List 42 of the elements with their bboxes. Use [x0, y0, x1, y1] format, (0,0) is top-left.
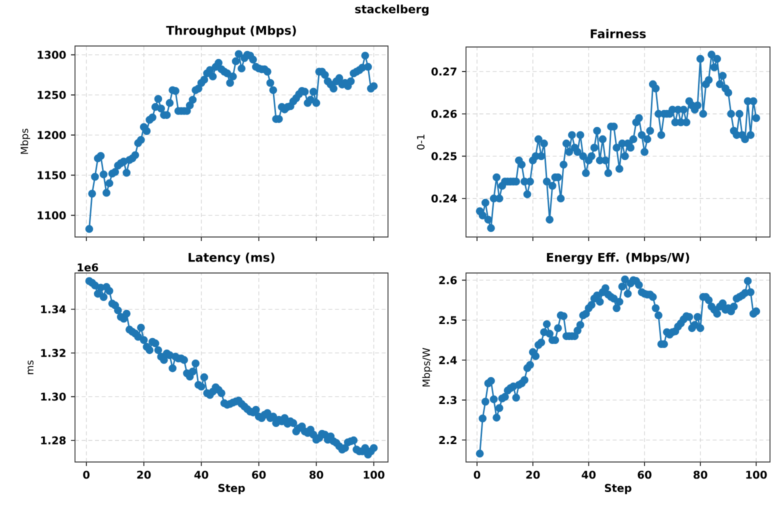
x-tick-label: 60 — [638, 470, 652, 479]
y-tick-label: 1100 — [38, 211, 66, 220]
y-tick-label: 2.2 — [439, 436, 456, 444]
y-tick-label: 1.28 — [41, 436, 66, 444]
y-tick-label: 1.30 — [41, 392, 66, 401]
y-tick-label: 2.5 — [439, 316, 457, 324]
y-tick-label: 0.27 — [431, 68, 456, 76]
x-tick-label: 0 — [474, 470, 480, 479]
text: 1e6 — [78, 263, 98, 272]
y-tick-label: 1150 — [38, 171, 66, 180]
chart-title: Energy Eff. (Mbps/W) — [546, 252, 690, 264]
y-tick-label: 0.25 — [431, 152, 457, 160]
x-tick-label: 40 — [582, 470, 596, 479]
x-tick-label: 80 — [694, 470, 708, 479]
y-tick-label: 2.3 — [439, 396, 456, 404]
y-axis-title: Mbps/W — [422, 348, 432, 386]
y-tick-label: 1.34 — [41, 305, 66, 314]
x-tick-label: 100 — [746, 470, 767, 479]
y-axis-title: ms — [28, 360, 34, 374]
y-tick-label: 1.32 — [41, 348, 66, 358]
x-axis-title: Step — [218, 484, 245, 494]
x-tick-label: 80 — [310, 470, 324, 479]
y-tick-label: 2.6 — [439, 276, 457, 284]
x-tick-label: 100 — [364, 470, 384, 479]
x-axis-title: Step — [604, 484, 632, 494]
x-tick-label: 20 — [526, 470, 540, 479]
chart-title: Fairness — [590, 29, 646, 38]
y-tick-label: 1250 — [38, 90, 66, 99]
y-tick-label: 2.4 — [439, 356, 457, 364]
x-tick-label: 0 — [83, 470, 90, 479]
chart-title: Throughput (Mbps) — [166, 26, 296, 38]
x-tick-label: 60 — [252, 470, 266, 479]
x-tick-label: 40 — [194, 470, 208, 479]
y-tick-label: 1300 — [38, 50, 66, 59]
y-tick-label: 1200 — [38, 131, 66, 140]
chart-title: Latency (ms) — [188, 252, 274, 264]
y-axis-title: Mbps — [20, 128, 30, 154]
y-axis-title: 0-1 — [416, 134, 424, 150]
y-tick-label: 0.24 — [431, 194, 457, 203]
text: stackelberg — [355, 4, 428, 16]
x-tick-label: 20 — [137, 470, 151, 479]
y-tick-label: 0.26 — [431, 110, 457, 118]
